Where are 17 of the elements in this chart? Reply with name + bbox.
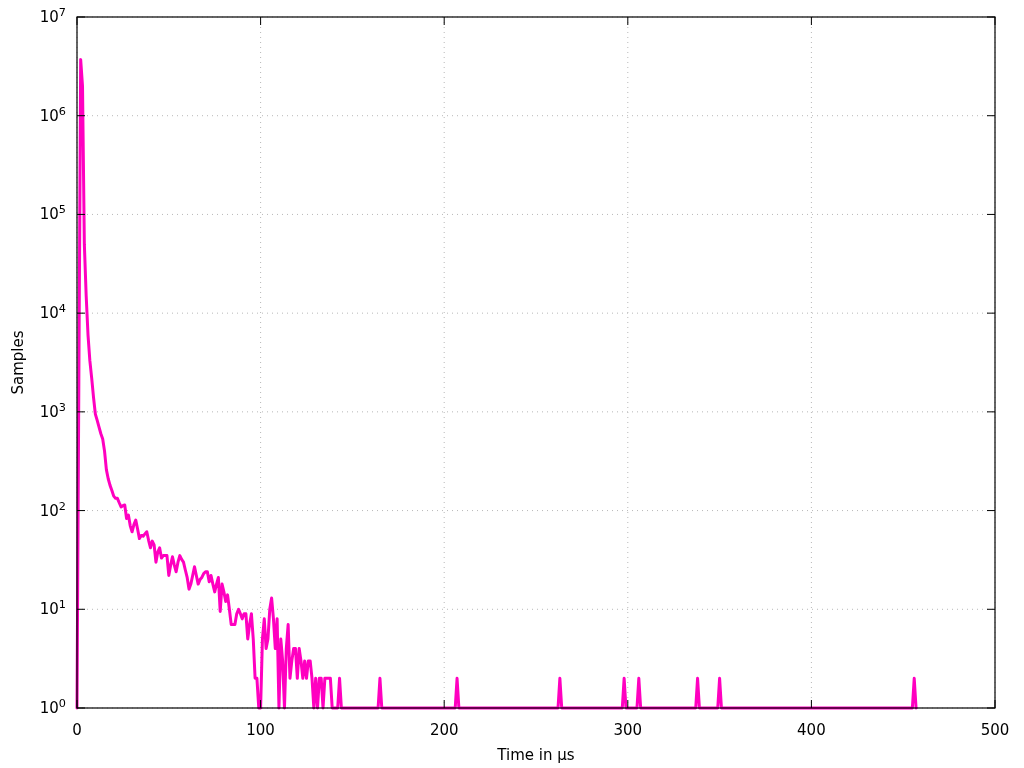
x-tick-label: 100 xyxy=(246,721,275,739)
y-axis-title: Samples xyxy=(9,330,27,395)
x-tick-label: 0 xyxy=(72,721,82,739)
y-tick-label: 10$^{7}$ xyxy=(39,5,66,26)
x-tick-label: 500 xyxy=(980,721,1010,739)
y-tick-label: 10$^{0}$ xyxy=(39,696,66,717)
y-tick-label: 10$^{6}$ xyxy=(39,104,66,125)
x-axis-title: Time in µs xyxy=(496,746,575,764)
x-tick-label: 200 xyxy=(429,721,459,739)
y-tick-label: 10$^{3}$ xyxy=(39,400,66,421)
x-tick-label: 400 xyxy=(797,721,826,739)
y-tick-label: 10$^{2}$ xyxy=(39,499,66,520)
x-tick-label: 300 xyxy=(613,721,643,739)
line-series xyxy=(75,58,918,710)
y-tick-label: 10$^{5}$ xyxy=(39,202,66,224)
y-tick-label: 10$^{1}$ xyxy=(39,597,66,619)
y-tick-label: 10$^{4}$ xyxy=(39,301,66,323)
